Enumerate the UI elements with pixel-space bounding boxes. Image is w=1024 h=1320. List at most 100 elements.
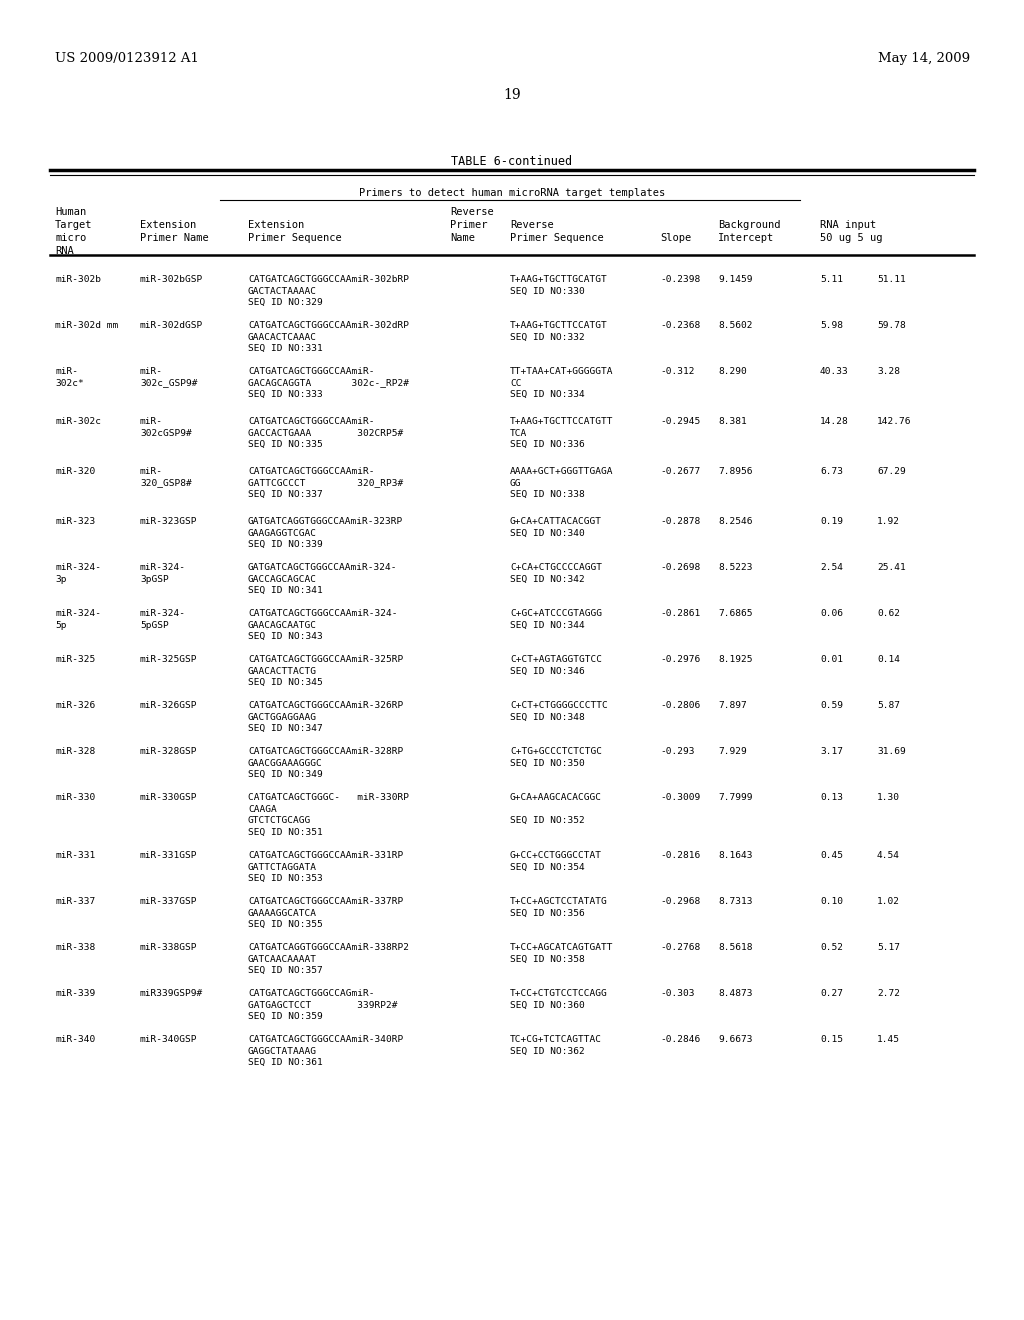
Text: CATGATCAGCTGGGCCAAmiR-340RP: CATGATCAGCTGGGCCAAmiR-340RP [248, 1035, 403, 1044]
Text: miR-326: miR-326 [55, 701, 95, 710]
Text: SEQ ID NO:357: SEQ ID NO:357 [248, 966, 323, 975]
Text: CATGATCAGCTGGGC-   miR-330RP: CATGATCAGCTGGGC- miR-330RP [248, 793, 409, 803]
Text: miR-323GSP: miR-323GSP [140, 517, 198, 525]
Text: miR-320: miR-320 [55, 467, 95, 477]
Text: 7.7999: 7.7999 [718, 793, 753, 803]
Text: GATGATCAGCTGGGCCAAmiR-324-: GATGATCAGCTGGGCCAAmiR-324- [248, 564, 397, 572]
Text: miR-330: miR-330 [55, 793, 95, 803]
Text: 302cGSP9#: 302cGSP9# [140, 429, 191, 437]
Text: 8.4873: 8.4873 [718, 989, 753, 998]
Text: SEQ ID NO:356: SEQ ID NO:356 [510, 908, 585, 917]
Text: miR-324-: miR-324- [55, 609, 101, 618]
Text: 7.6865: 7.6865 [718, 609, 753, 618]
Text: miR-324-: miR-324- [55, 564, 101, 572]
Text: C+GC+ATCCCGTAGGG: C+GC+ATCCCGTAGGG [510, 609, 602, 618]
Text: -0.312: -0.312 [660, 367, 694, 376]
Text: GACCACTGAAA        302CRP5#: GACCACTGAAA 302CRP5# [248, 429, 403, 437]
Text: 19: 19 [503, 88, 521, 102]
Text: 9.1459: 9.1459 [718, 275, 753, 284]
Text: GAACACTTACTG: GAACACTTACTG [248, 667, 317, 676]
Text: SEQ ID NO:339: SEQ ID NO:339 [248, 540, 323, 549]
Text: C+CA+CTGCCCCAGGT: C+CA+CTGCCCCAGGT [510, 564, 602, 572]
Text: -0.2878: -0.2878 [660, 517, 700, 525]
Text: 8.2546: 8.2546 [718, 517, 753, 525]
Text: 8.290: 8.290 [718, 367, 746, 376]
Text: miR-302dGSP: miR-302dGSP [140, 321, 203, 330]
Text: SEQ ID NO:334: SEQ ID NO:334 [510, 389, 585, 399]
Text: 8.7313: 8.7313 [718, 898, 753, 906]
Text: 8.5223: 8.5223 [718, 564, 753, 572]
Text: miR-328: miR-328 [55, 747, 95, 756]
Text: GATCAACAAAAT: GATCAACAAAAT [248, 954, 317, 964]
Text: miR-: miR- [140, 467, 163, 477]
Text: GATGATCAGGTGGGCCAAmiR-323RP: GATGATCAGGTGGGCCAAmiR-323RP [248, 517, 403, 525]
Text: 1.92: 1.92 [877, 517, 900, 525]
Text: 5.87: 5.87 [877, 701, 900, 710]
Text: GACAGCAGGTA       302c-_RP2#: GACAGCAGGTA 302c-_RP2# [248, 379, 409, 388]
Text: G+CC+CCTGGGCCTAT: G+CC+CCTGGGCCTAT [510, 851, 602, 861]
Text: GAGGCTATAAAG: GAGGCTATAAAG [248, 1047, 317, 1056]
Text: SEQ ID NO:360: SEQ ID NO:360 [510, 1001, 585, 1010]
Text: SEQ ID NO:352: SEQ ID NO:352 [510, 816, 585, 825]
Text: -0.2846: -0.2846 [660, 1035, 700, 1044]
Text: 9.6673: 9.6673 [718, 1035, 753, 1044]
Text: SEQ ID NO:344: SEQ ID NO:344 [510, 620, 585, 630]
Text: -0.293: -0.293 [660, 747, 694, 756]
Text: 0.10: 0.10 [820, 898, 843, 906]
Text: SEQ ID NO:348: SEQ ID NO:348 [510, 713, 585, 722]
Text: CATGATCAGCTGGGCCAAmiR-: CATGATCAGCTGGGCCAAmiR- [248, 467, 375, 477]
Text: GACTACTAAAAC: GACTACTAAAAC [248, 286, 317, 296]
Text: -0.2861: -0.2861 [660, 609, 700, 618]
Text: CATGATCAGGTGGGCCAAmiR-338RP2: CATGATCAGGTGGGCCAAmiR-338RP2 [248, 942, 409, 952]
Text: miR-302b: miR-302b [55, 275, 101, 284]
Text: Primer Sequence: Primer Sequence [248, 234, 342, 243]
Text: May 14, 2009: May 14, 2009 [878, 51, 970, 65]
Text: miR-325GSP: miR-325GSP [140, 655, 198, 664]
Text: CATGATCAGCTGGGCCAAmiR-324-: CATGATCAGCTGGGCCAAmiR-324- [248, 609, 397, 618]
Text: AAAA+GCT+GGGTTGAGA: AAAA+GCT+GGGTTGAGA [510, 467, 613, 477]
Text: -0.2968: -0.2968 [660, 898, 700, 906]
Text: CATGATCAGCTGGGCCAAmiR-: CATGATCAGCTGGGCCAAmiR- [248, 417, 375, 426]
Text: CATGATCAGCTGGGCCAAmiR-302dRP: CATGATCAGCTGGGCCAAmiR-302dRP [248, 321, 409, 330]
Text: miR-323: miR-323 [55, 517, 95, 525]
Text: 3pGSP: 3pGSP [140, 574, 169, 583]
Text: 6.73: 6.73 [820, 467, 843, 477]
Text: -0.2398: -0.2398 [660, 275, 700, 284]
Text: 0.01: 0.01 [820, 655, 843, 664]
Text: CATGATCAGCTGGGCCAAmiR-331RP: CATGATCAGCTGGGCCAAmiR-331RP [248, 851, 403, 861]
Text: 0.06: 0.06 [820, 609, 843, 618]
Text: SEQ ID NO:342: SEQ ID NO:342 [510, 574, 585, 583]
Text: 5.98: 5.98 [820, 321, 843, 330]
Text: RNA input: RNA input [820, 220, 877, 230]
Text: SEQ ID NO:332: SEQ ID NO:332 [510, 333, 585, 342]
Text: 8.5618: 8.5618 [718, 942, 753, 952]
Text: 0.15: 0.15 [820, 1035, 843, 1044]
Text: SEQ ID NO:337: SEQ ID NO:337 [248, 490, 323, 499]
Text: -0.3009: -0.3009 [660, 793, 700, 803]
Text: 7.8956: 7.8956 [718, 467, 753, 477]
Text: -0.2368: -0.2368 [660, 321, 700, 330]
Text: T+AAG+TGCTTGCATGT: T+AAG+TGCTTGCATGT [510, 275, 608, 284]
Text: T+CC+AGCTCCTATATG: T+CC+AGCTCCTATATG [510, 898, 608, 906]
Text: -0.2945: -0.2945 [660, 417, 700, 426]
Text: GAACAGCAATGC: GAACAGCAATGC [248, 620, 317, 630]
Text: 0.59: 0.59 [820, 701, 843, 710]
Text: miR-326GSP: miR-326GSP [140, 701, 198, 710]
Text: -0.2816: -0.2816 [660, 851, 700, 861]
Text: SEQ ID NO:336: SEQ ID NO:336 [510, 440, 585, 449]
Text: 51.11: 51.11 [877, 275, 906, 284]
Text: Background: Background [718, 220, 780, 230]
Text: miR-330GSP: miR-330GSP [140, 793, 198, 803]
Text: 5p: 5p [55, 620, 67, 630]
Text: 40.33: 40.33 [820, 367, 849, 376]
Text: SEQ ID NO:347: SEQ ID NO:347 [248, 723, 323, 733]
Text: 5.17: 5.17 [877, 942, 900, 952]
Text: 8.5602: 8.5602 [718, 321, 753, 330]
Text: miR-: miR- [140, 367, 163, 376]
Text: Primers to detect human microRNA target templates: Primers to detect human microRNA target … [358, 187, 666, 198]
Text: -0.2677: -0.2677 [660, 467, 700, 477]
Text: TABLE 6-continued: TABLE 6-continued [452, 154, 572, 168]
Text: miR-302c: miR-302c [55, 417, 101, 426]
Text: 0.14: 0.14 [877, 655, 900, 664]
Text: GTCTCTGCAGG: GTCTCTGCAGG [248, 816, 311, 825]
